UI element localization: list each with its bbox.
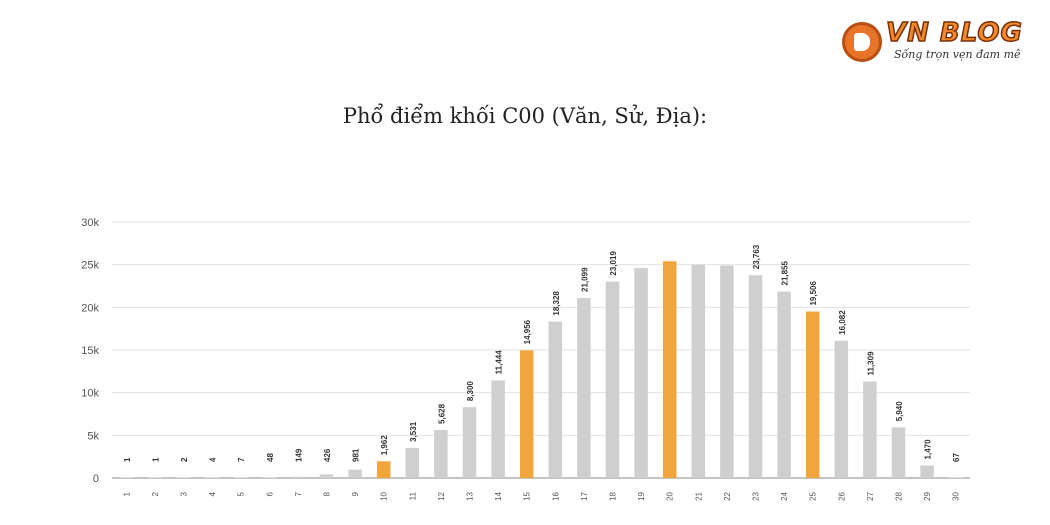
- data-label: 18,328: [552, 291, 561, 316]
- bar: [319, 474, 334, 478]
- bar: [720, 265, 734, 478]
- x-tick-label: 15: [523, 491, 532, 500]
- bar: [748, 275, 763, 478]
- bar: [777, 291, 791, 478]
- data-label: 21,855: [781, 260, 790, 285]
- x-tick-label: 25: [809, 491, 818, 500]
- x-tick-label: 10: [380, 491, 389, 500]
- x-tick-label: 26: [837, 491, 846, 500]
- bar: [548, 321, 563, 478]
- x-tick-label: 6: [265, 491, 274, 496]
- x-tick-label: 4: [208, 491, 217, 496]
- x-tick-label: 24: [780, 491, 789, 500]
- data-label: 4: [209, 457, 218, 462]
- x-tick-label: 21: [694, 491, 703, 500]
- x-tick-label: 14: [494, 491, 503, 500]
- bar: [376, 461, 391, 478]
- data-label: 5,940: [895, 401, 904, 422]
- x-tick-label: 2: [151, 491, 160, 496]
- data-label: 1,470: [924, 439, 933, 460]
- bar: [691, 264, 706, 478]
- bar: [291, 476, 305, 478]
- bar: [605, 281, 620, 478]
- y-tick-label: 20k: [81, 302, 99, 314]
- y-tick-label: 25k: [81, 260, 99, 272]
- data-label: 11,444: [495, 350, 504, 375]
- data-label: 14,956: [523, 319, 532, 344]
- x-tick-label: 3: [180, 491, 189, 496]
- x-tick-label: 29: [923, 491, 932, 500]
- vn-blog-logo[interactable]: VN BLOG Sống trọn vẹn đam mê: [842, 17, 1032, 66]
- data-label: 23,763: [752, 244, 761, 269]
- x-tick-label: 11: [408, 491, 417, 500]
- x-tick-label: 28: [895, 491, 904, 500]
- x-tick-label: 19: [637, 491, 646, 500]
- bar: [634, 268, 648, 478]
- logo-slogan: Sống trọn vẹn đam mê: [894, 48, 1021, 61]
- x-tick-label: 27: [866, 491, 875, 500]
- x-tick-label: 13: [466, 491, 475, 500]
- x-tick-label: 20: [666, 491, 675, 500]
- bar: [491, 380, 505, 478]
- x-tick-label: 16: [551, 491, 560, 500]
- bar: [948, 477, 963, 478]
- bar: [148, 477, 162, 478]
- data-label: 1,962: [380, 435, 389, 456]
- y-tick-label: 10k: [81, 388, 99, 400]
- x-tick-label: 9: [351, 491, 360, 496]
- bar: [462, 407, 477, 478]
- data-label: 1: [151, 457, 160, 462]
- data-label: 16,082: [838, 310, 847, 335]
- x-tick-label: 12: [437, 491, 446, 500]
- bar: [176, 477, 191, 478]
- bar: [891, 427, 906, 478]
- bar: [920, 465, 934, 478]
- bar: [834, 340, 849, 478]
- data-label: 48: [266, 453, 275, 462]
- x-tick-label: 23: [752, 491, 761, 500]
- x-tick-label: 7: [294, 491, 303, 496]
- x-tick-label: 22: [723, 491, 732, 500]
- bar: [434, 429, 448, 478]
- data-label: 149: [294, 448, 303, 462]
- blogger-icon: [842, 22, 882, 62]
- bar: [262, 477, 277, 478]
- bar: [119, 477, 134, 478]
- logo-title: VN BLOG: [885, 17, 1023, 49]
- data-label: 2: [180, 457, 189, 462]
- data-label: 7: [237, 457, 246, 462]
- chart-title: Phổ điểm khối C00 (Văn, Sử, Địa):: [342, 104, 708, 128]
- y-tick-label: 30k: [81, 217, 99, 229]
- data-label: 426: [323, 448, 332, 462]
- bar: [405, 447, 420, 478]
- bar: [577, 297, 591, 478]
- bar: [348, 469, 362, 478]
- x-tick-label: 17: [580, 491, 589, 500]
- bar: [233, 477, 248, 478]
- data-label: 8,300: [466, 381, 475, 402]
- data-label: 21,099: [580, 267, 589, 292]
- data-label: 3,531: [409, 421, 418, 442]
- data-label: 11,309: [866, 351, 875, 376]
- data-label: 5,628: [437, 403, 446, 424]
- data-label: 981: [352, 448, 361, 462]
- data-label: 67: [952, 453, 961, 462]
- data-label: 1: [123, 457, 132, 462]
- x-tick-label: 1: [122, 491, 131, 496]
- bar: [519, 350, 534, 478]
- y-tick-label: 0: [93, 473, 99, 485]
- x-tick-label: 8: [323, 491, 332, 496]
- y-tick-label: 15k: [81, 345, 99, 357]
- bar: [662, 261, 677, 478]
- x-tick-label: 5: [237, 491, 246, 496]
- bar: [863, 381, 877, 478]
- data-label: 23,019: [609, 251, 618, 276]
- x-tick-label: 18: [609, 491, 618, 500]
- x-tick-label: 30: [952, 491, 961, 500]
- bar: [805, 311, 820, 478]
- y-tick-label: 5k: [87, 430, 99, 442]
- bar: [205, 477, 219, 478]
- data-label: 19,506: [809, 281, 818, 306]
